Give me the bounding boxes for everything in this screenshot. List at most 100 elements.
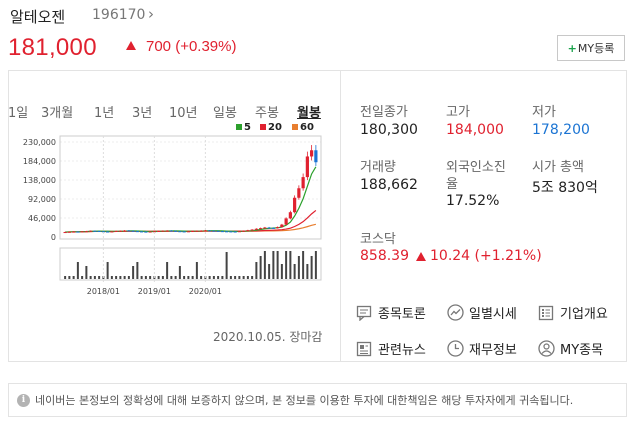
- volume-bar: [246, 276, 249, 279]
- trend-circle-icon: [446, 304, 464, 322]
- candle-body: [148, 231, 152, 233]
- y-tick-label: 46,000: [28, 214, 56, 223]
- newspaper-icon: [355, 340, 373, 358]
- volume-bar: [140, 276, 143, 279]
- related-news-link[interactable]: 관련뉴스: [355, 339, 426, 358]
- plus-icon: +: [567, 41, 577, 55]
- info-icon: i: [17, 393, 30, 407]
- volume-bar: [85, 266, 88, 279]
- volume-bar: [187, 276, 190, 279]
- candle-body: [242, 230, 246, 232]
- volume-bar: [170, 276, 173, 279]
- candle-body: [314, 150, 318, 163]
- tab-3y[interactable]: 3년: [132, 106, 153, 121]
- volume-bar: [64, 276, 67, 279]
- user-circle-icon: [537, 340, 555, 358]
- candle-body: [216, 230, 220, 232]
- volume-bar: [242, 276, 245, 279]
- volume-bar: [174, 276, 177, 279]
- plot-frame: [59, 135, 322, 240]
- candle-body: [157, 231, 161, 233]
- volume-bar: [285, 251, 288, 279]
- volume-bar: [263, 251, 266, 279]
- tab-1y[interactable]: 1년: [94, 106, 115, 121]
- volume-bar: [208, 276, 211, 279]
- daily-price-link[interactable]: 일별시세: [446, 303, 517, 322]
- ma20-swatch: [260, 124, 266, 130]
- tab-3m[interactable]: 3개월: [41, 106, 74, 121]
- volume-frame: [59, 247, 322, 281]
- up-arrow-icon: [126, 41, 136, 50]
- volume-bar: [238, 276, 241, 279]
- high-label: 고가: [446, 105, 470, 120]
- candle-body: [89, 230, 93, 232]
- candle-body: [203, 230, 207, 232]
- candle-body: [123, 230, 127, 232]
- kosdaq-value: 858.39: [360, 248, 409, 264]
- volume-bar: [293, 264, 296, 279]
- candle-body: [237, 231, 241, 233]
- chevron-right-icon[interactable]: ›: [148, 5, 154, 23]
- x-tick-label: 2020/01: [189, 287, 222, 296]
- x-tick-label: 2018/01: [87, 287, 120, 296]
- candle-body: [178, 231, 182, 233]
- discussion-link[interactable]: 종목토론: [355, 303, 426, 322]
- candle-body: [288, 212, 292, 219]
- candle-body: [301, 177, 305, 189]
- volume-bar: [310, 256, 313, 279]
- stock-chart[interactable]: 230,000 184,000 138,000 92,000 46,000 0 2018/…: [8, 132, 336, 302]
- financial-info-link[interactable]: 재무정보: [446, 339, 517, 358]
- document-list-icon: [537, 304, 555, 322]
- candle-body: [144, 231, 148, 233]
- tab-daily[interactable]: 일봉: [213, 106, 237, 121]
- prev-close-label: 전일종가: [360, 105, 408, 120]
- tab-monthly[interactable]: 월봉: [297, 106, 321, 121]
- speech-bubble-icon: [355, 304, 373, 322]
- candle-body: [84, 231, 88, 233]
- volume-bar: [212, 276, 215, 279]
- volume-bar: [68, 276, 71, 279]
- volume-bar: [89, 276, 92, 279]
- foreign-value: 17.52%: [446, 193, 500, 209]
- volume-bar: [259, 256, 262, 279]
- volume-bar: [106, 262, 109, 279]
- candle-body: [212, 230, 216, 232]
- candle-body: [118, 230, 122, 232]
- stock-code[interactable]: 196170: [92, 7, 146, 23]
- candle-body: [169, 230, 173, 232]
- legend-ma5: 5: [236, 122, 251, 133]
- volume-bar: [93, 276, 96, 279]
- stock-name[interactable]: 알테오젠: [10, 8, 66, 26]
- candle-body: [161, 230, 165, 232]
- candle-body: [305, 156, 309, 178]
- volume-value: 188,662: [360, 177, 418, 193]
- x-tick-label: 2019/01: [138, 287, 171, 296]
- volume-bar: [200, 276, 203, 279]
- stock-summary-box: [8, 70, 627, 362]
- candle-body: [80, 231, 84, 233]
- kosdaq-up-icon: [416, 252, 426, 261]
- candle-body: [182, 231, 186, 233]
- tab-weekly[interactable]: 주봉: [255, 106, 279, 121]
- volume-bar: [161, 276, 164, 279]
- candle-body: [127, 230, 131, 232]
- ma5-line: [65, 166, 317, 233]
- foreign-label-line2: 율: [446, 177, 458, 192]
- y-tick-label: 92,000: [28, 195, 56, 204]
- legend-ma60: 60: [292, 122, 314, 133]
- candle-body: [76, 231, 80, 233]
- current-price: 181,000: [8, 34, 97, 61]
- my-stocks-link[interactable]: MY종목: [537, 339, 603, 358]
- vertical-divider: [340, 71, 341, 361]
- kosdaq-label: 코스닥: [360, 232, 396, 247]
- my-register-button[interactable]: + MY등록: [557, 35, 625, 61]
- company-overview-link[interactable]: 기업개요: [537, 303, 608, 322]
- tab-1d[interactable]: 1일: [8, 106, 29, 121]
- volume-bar: [221, 276, 224, 279]
- y-tick-label: 230,000: [23, 138, 56, 147]
- candle-body: [233, 231, 237, 233]
- volume-bar: [217, 276, 220, 279]
- tab-10y[interactable]: 10년: [169, 106, 198, 121]
- price-change: 700 (+0.39%): [146, 38, 237, 55]
- market-close-date: 2020.10.05. 장마감: [213, 330, 323, 344]
